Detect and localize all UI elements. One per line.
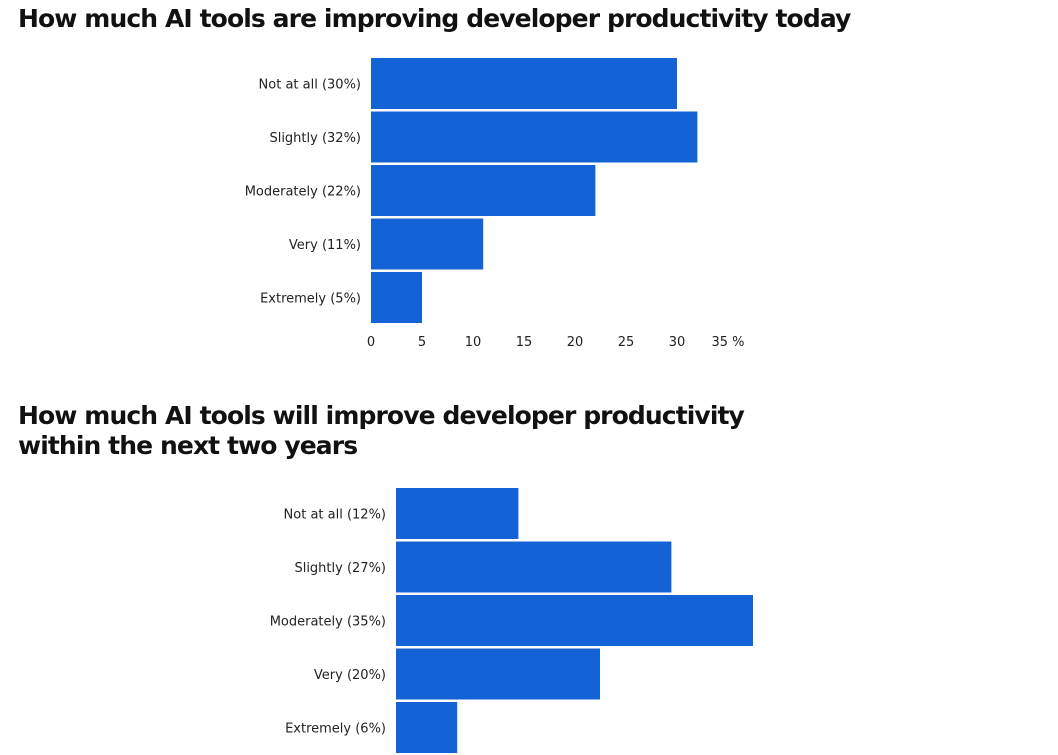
bar-1-3 <box>396 648 600 700</box>
bar-0-1 <box>371 111 698 163</box>
bar-0-0 <box>371 58 677 109</box>
category-label-0-1: Slightly (32%) <box>269 131 361 146</box>
category-label-1-1: Slightly (27%) <box>294 561 386 576</box>
category-label-0-0: Not at all (30%) <box>259 78 361 93</box>
chart-title-line-2: within the next two years <box>18 431 358 460</box>
bar-1-4 <box>396 702 458 753</box>
bar-0-3 <box>371 218 484 270</box>
category-label-1-0: Not at all (12%) <box>284 508 386 523</box>
productivity-today-bar-chart: Not at all (30%) Slightly (32%) Moderately… <box>245 58 745 350</box>
bar-1-2 <box>396 595 753 646</box>
x-tick-label-0-6: 30 <box>669 335 686 350</box>
bar-1-0 <box>396 488 519 539</box>
category-label-0-2: Moderately (22%) <box>245 185 361 200</box>
bar-0-4 <box>371 272 422 323</box>
x-tick-label-0-1: 5 <box>418 335 426 350</box>
bar-0-2 <box>371 165 596 216</box>
chart-title-today: How much AI tools are improving develope… <box>18 4 851 33</box>
category-label-1-4: Extremely (6%) <box>285 722 386 737</box>
category-label-1-2: Moderately (35%) <box>270 615 386 630</box>
category-label-1-3: Very (20%) <box>314 668 386 683</box>
bar-1-1 <box>396 541 672 593</box>
x-tick-label-0-5: 25 <box>618 335 635 350</box>
x-tick-label-0-7: 35 % <box>711 335 744 350</box>
x-tick-label-0-0: 0 <box>367 335 375 350</box>
chart-title-line-1: How much AI tools will improve developer… <box>18 401 745 430</box>
category-label-0-3: Very (11%) <box>289 238 361 253</box>
x-tick-label-0-4: 20 <box>567 335 584 350</box>
chart-title-next-two-years: How much AI tools will improve developer… <box>18 401 745 461</box>
x-tick-label-0-2: 10 <box>465 335 482 350</box>
x-tick-label-0-3: 15 <box>516 335 533 350</box>
category-label-0-4: Extremely (5%) <box>260 292 361 307</box>
